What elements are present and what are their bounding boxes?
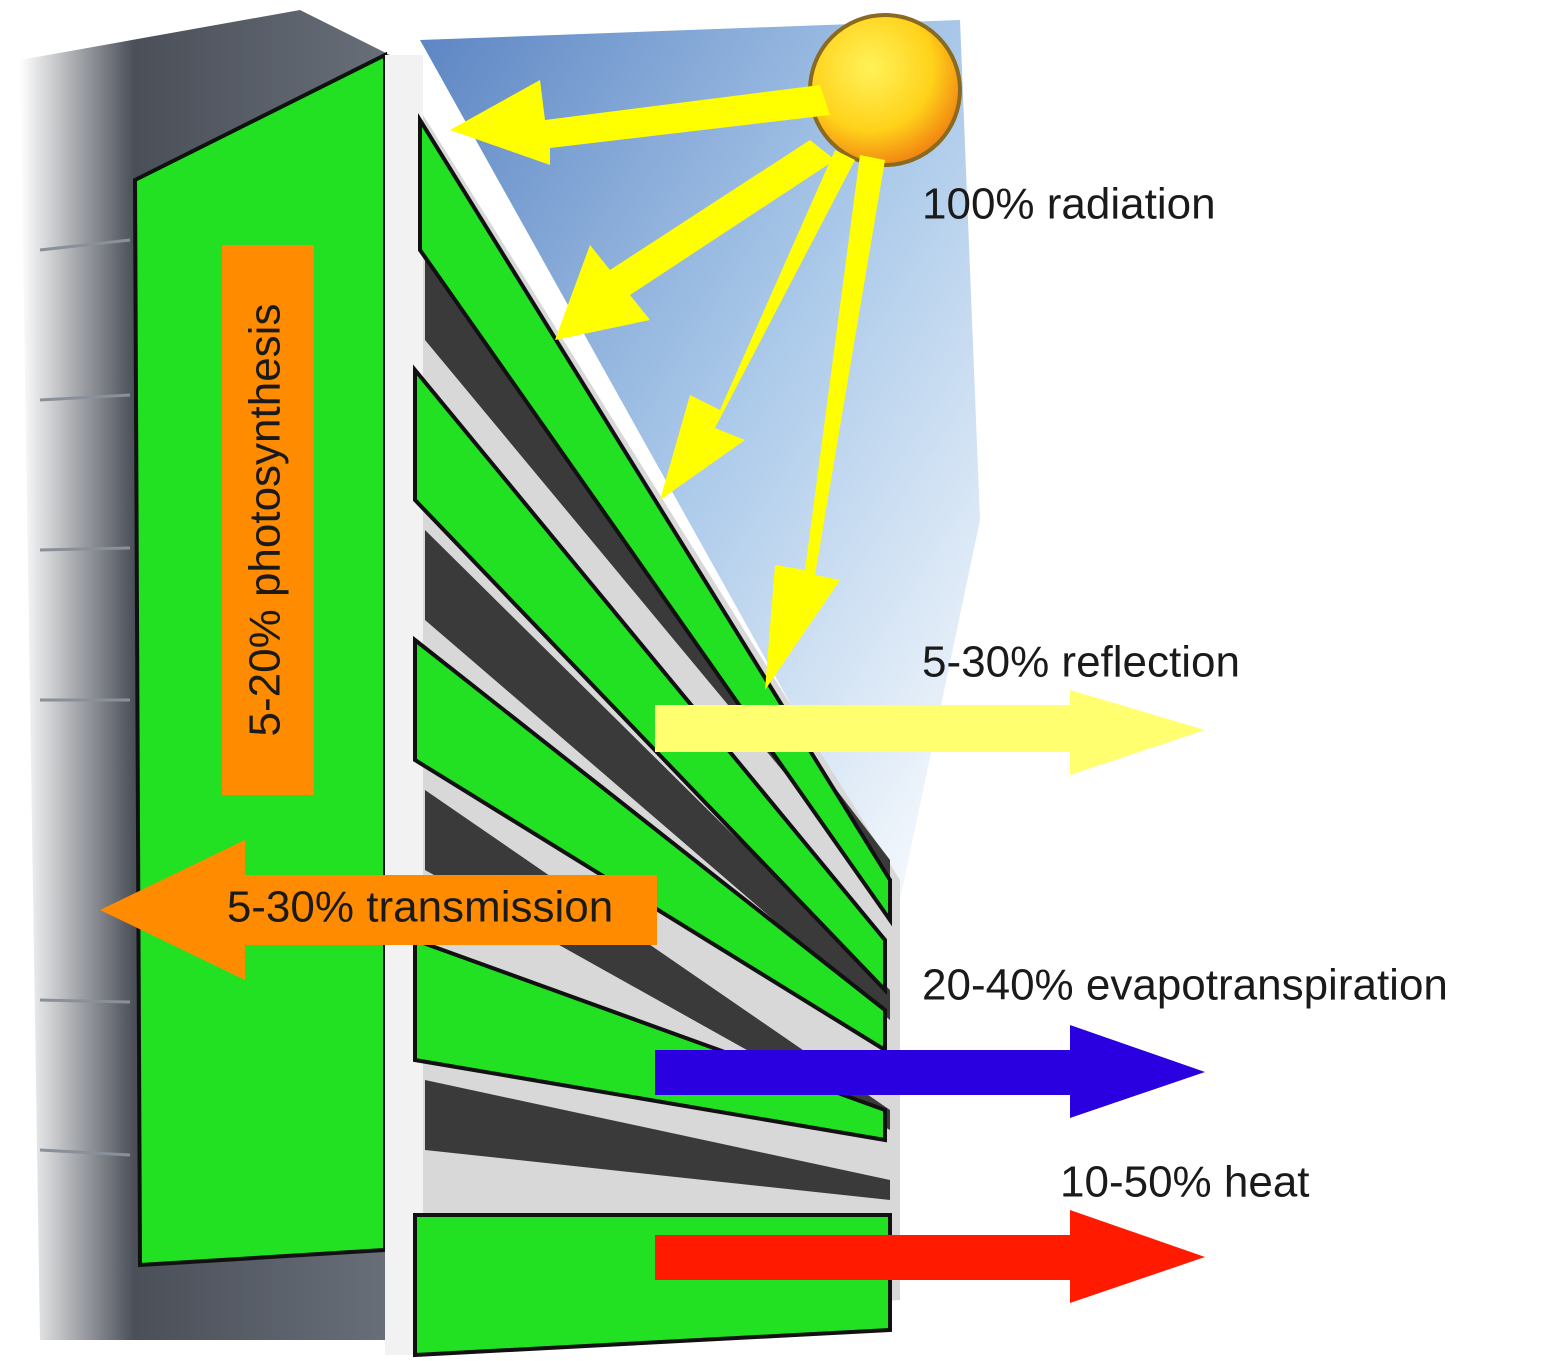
transmission-label: 5-30% transmission — [227, 883, 613, 932]
radiation-label: 100% radiation — [922, 180, 1216, 229]
reflection-label: 5-30% reflection — [922, 638, 1240, 687]
photosynthesis-label: 5-20% photosynthesis — [241, 304, 290, 737]
evapotranspiration-label: 20-40% evapotranspiration — [922, 961, 1448, 1010]
sun — [810, 15, 960, 165]
diagram: 100% radiation 5-30% reflection 20-40% e… — [0, 0, 1546, 1361]
heat-label: 10-50% heat — [1060, 1158, 1310, 1207]
